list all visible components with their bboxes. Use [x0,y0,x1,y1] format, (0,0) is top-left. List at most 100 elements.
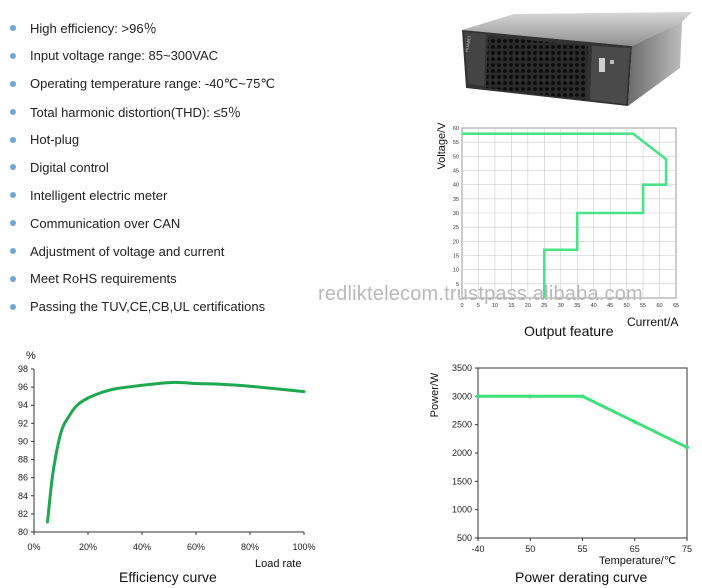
feature-text: Adjustment of voltage and current [30,243,225,259]
x-tick-label: 40 [591,303,597,309]
x-tick-label: 55 [577,544,587,554]
y-tick-label: 1500 [452,476,472,486]
x-tick-label: 80% [241,542,259,552]
y-tick-label: 5 [456,282,459,288]
x-tick-label: 65 [630,544,640,554]
watermark-text: redliktelecom.trustpass.alibaba.com [318,283,643,305]
y-tick-label: 15 [453,254,459,260]
efficiency-chart: 80 82 84 86 88 90 92 94 96 98 0% 20% 40% 60% 80% 100% [18,364,316,552]
output-feature-caption: Output feature [524,323,614,339]
y-tick-label: 98 [18,364,28,374]
x-tick-label: 25 [541,303,547,309]
x-tick-label: -40 [471,544,484,554]
feature-text: Input voltage range: 85~300VAC [30,48,219,64]
rectifier-module-icon: HUAWEI [462,12,692,106]
feature-text: Total harmonic distortion(THD): ≤5％ [30,105,241,121]
y-tick-label: 3500 [452,363,472,373]
bullet-icon [10,164,16,171]
x-tick-label: 65 [673,303,679,309]
x-tick-label: 60 [656,303,662,309]
x-tick-label: 20% [79,542,97,552]
bullet-icon [10,52,16,59]
y-tick-label: 60 [453,126,459,132]
feature-item: Adjustment of voltage and current [10,237,275,265]
y-tick-label: 20 [453,239,459,245]
x-tick-label: 15 [508,303,514,309]
plot-frame [477,367,688,539]
bullet-icon [10,303,16,310]
derating-xlabel: Temperature/℃ [599,555,677,567]
feature-text: High efficiency: >96％ [30,21,157,37]
derating-caption: Power derating curve [515,569,648,585]
product-image: HUAWEI [460,2,692,110]
y-tick-label: 2000 [452,448,472,458]
feature-text: Passing the TUV,CE,CB,UL certifications [30,299,266,315]
bullet-icon [10,192,16,199]
feature-item: Operating temperature range: -40℃~75℃ [10,70,275,98]
y-tick-label: 10 [453,268,459,274]
y-tick-label: 80 [18,527,28,537]
svg-text:HUAWEI: HUAWEI [464,36,472,52]
y-tick-label: 3000 [452,391,472,401]
feature-item: Digital control [10,153,275,181]
derating-point [476,394,480,399]
y-tick-label: 2500 [452,420,472,430]
feature-item: High efficiency: >96％ [10,14,275,42]
x-tick-label: 50 [525,544,535,554]
y-tick-label: 94 [18,400,28,410]
feature-text: Meet RoHS requirements [30,271,177,287]
bullet-icon [10,80,16,87]
feature-text: Intelligent electric meter [30,187,168,203]
bullet-icon [10,220,16,227]
y-tick-label: 500 [457,533,472,543]
feature-item: Meet RoHS requirements [10,265,275,293]
derating-point [632,419,637,424]
efficiency-caption: Efficiency curve [119,569,217,585]
y-tick-label: 1000 [452,505,472,515]
feature-item: Intelligent electric meter [10,181,275,209]
x-tick-label: 100% [292,542,315,552]
y-tick-label: 96 [18,382,28,392]
y-tick-label: 50 [453,154,459,160]
power-derating-chart: 500 1000 1500 2000 2500 3000 3500 -40 50 55 65 75 [452,363,692,554]
efficiency-xlabel: Load rate [255,558,302,570]
y-tick-label: 25 [453,225,459,231]
y-tick-label: 40 [453,183,459,189]
feature-text: Digital control [30,159,109,175]
bullet-icon [10,108,16,115]
feature-text: Communication over CAN [30,215,181,231]
x-tick-label: 50 [624,303,630,309]
x-tick-label: 5 [477,303,480,309]
derating-point [685,445,689,450]
y-tick-label: 30 [453,211,459,217]
feature-item: Communication over CAN [10,209,275,237]
bullet-icon [10,275,16,282]
x-tick-label: 20 [525,303,531,309]
y-tick-label: 82 [18,509,28,519]
x-tick-label: 10 [492,303,498,309]
y-tick-label: 92 [18,418,28,428]
y-tick-label: 45 [453,169,459,175]
feature-item: Input voltage range: 85~300VAC [10,42,275,70]
x-tick-label: 45 [607,303,613,309]
y-tick-label: 86 [18,473,28,483]
x-tick-label: 60% [187,542,205,552]
derating-series-line [478,394,688,449]
feature-text: Hot-plug [30,132,80,147]
feature-text: Operating temperature range: -40℃~75℃ [30,75,275,91]
x-tick-label: 35 [574,303,580,309]
bullet-icon [10,136,16,143]
bullet-icon [10,248,16,255]
x-tick-label: 30 [558,303,564,309]
bullet-icon [10,24,16,31]
x-tick-label: 55 [640,303,646,309]
feature-list: High efficiency: >96％ Input voltage range… [10,14,275,321]
y-tick-label: 84 [18,491,28,501]
efficiency-ylabel: % [26,350,36,362]
y-tick-label: 90 [18,436,28,446]
feature-item: Hot-plug [10,126,275,154]
feature-item: Total harmonic distortion(THD): ≤5％ [10,98,275,126]
y-tick-label: 35 [453,197,459,203]
derating-point [528,394,533,399]
output-series-line [462,132,668,298]
